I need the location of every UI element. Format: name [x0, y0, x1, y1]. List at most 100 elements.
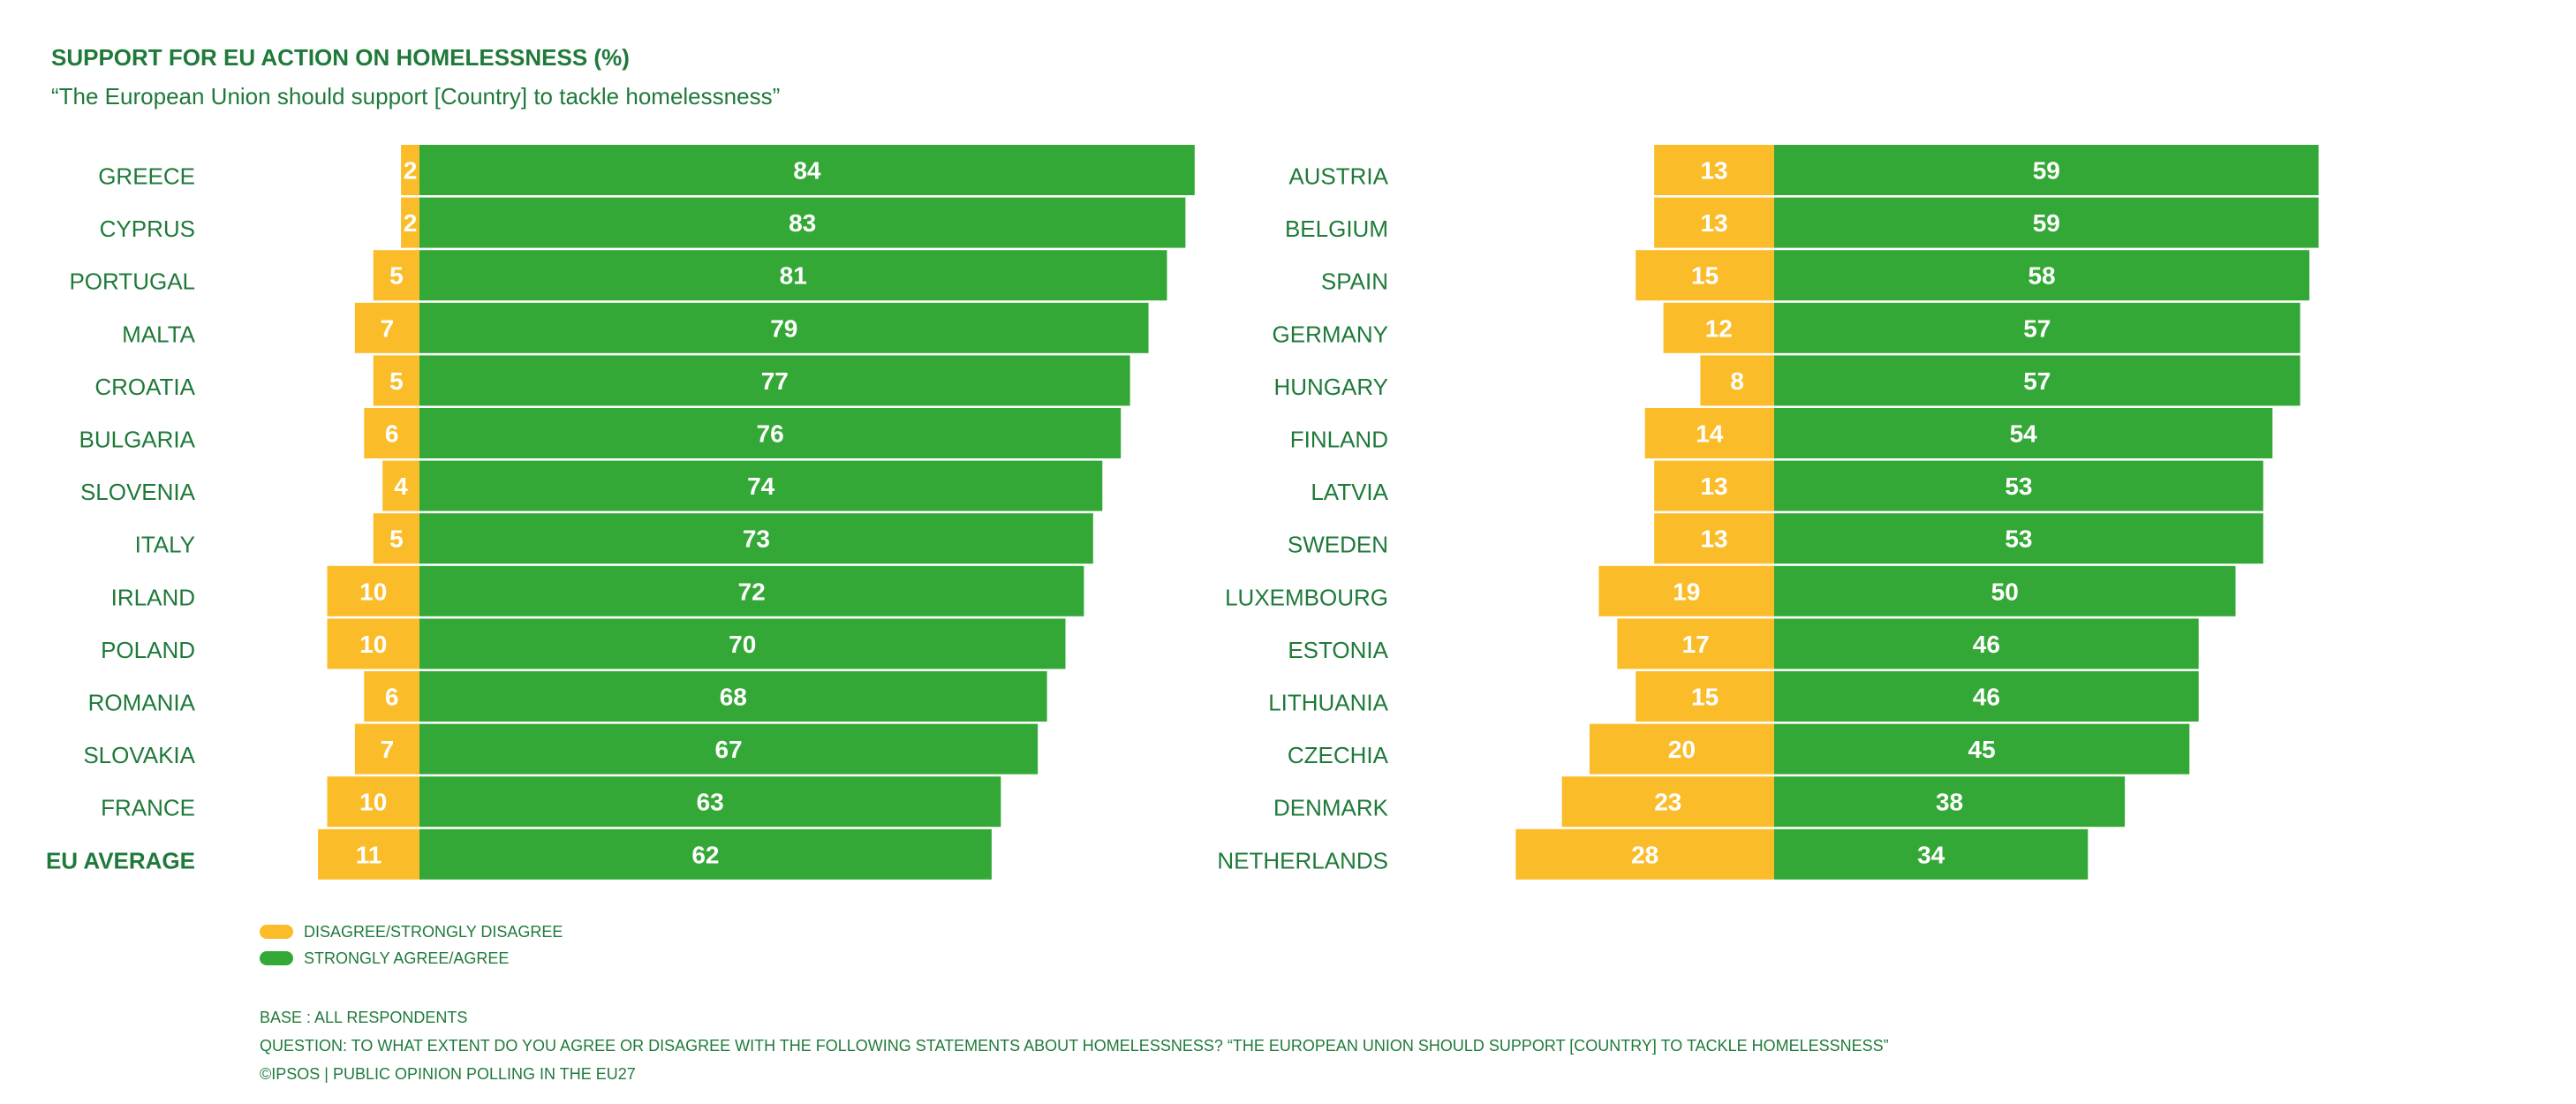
bar-row-poland: POLAND 10 70 [101, 618, 1066, 669]
bar-disagree-italy [373, 513, 419, 564]
bar-agree-hungary [1774, 355, 2300, 406]
country-label-lithuania: LITHUANIA [1268, 690, 1388, 716]
bar-agree-czechia [1774, 723, 2190, 775]
bar-agree-austria [1774, 145, 2319, 195]
bar-agree-lithuania [1774, 671, 2199, 722]
bar-disagree-croatia [373, 355, 419, 406]
bar-agree-romania [419, 671, 1047, 722]
bar-row-greece: GREECE 2 84 [98, 145, 1195, 195]
country-label-italy: ITALY [135, 532, 195, 558]
bar-disagree-eu-average [318, 828, 419, 880]
bar-row-slovakia: SLOVAKIA 7 67 [83, 723, 1039, 775]
value-disagree-eu-average: 11 [356, 841, 382, 868]
value-agree-poland: 70 [729, 631, 756, 658]
legend: DISAGREE/STRONGLY DISAGREE STRONGLY AGRE… [260, 919, 563, 972]
bar-row-germany: GERMANY 12 57 [1273, 302, 2300, 353]
country-label-irland: IRLAND [111, 584, 195, 610]
bar-disagree-malta [354, 302, 419, 353]
bar-row-czechia: CZECHIA 20 45 [1288, 723, 2190, 775]
legend-item-disagree: DISAGREE/STRONGLY DISAGREE [260, 919, 563, 945]
chart-subtitle: “The European Union should support [Coun… [51, 83, 781, 110]
bar-row-irland: IRLAND 10 72 [111, 565, 1084, 616]
value-agree-eu-average: 62 [691, 841, 719, 868]
bar-disagree-bulgaria [364, 408, 419, 458]
bar-row-latvia: LATVIA 13 53 [1311, 460, 2263, 511]
value-agree-irland: 72 [738, 578, 766, 605]
bar-row-lithuania: LITHUANIA 15 46 [1268, 671, 2199, 722]
bar-agree-denmark [1774, 776, 2126, 828]
value-disagree-france: 10 [359, 789, 387, 816]
value-agree-austria: 59 [2033, 157, 2060, 185]
bar-disagree-sweden [1654, 513, 1774, 564]
footnotes: BASE : ALL RESPONDENTS QUESTION: TO WHAT… [260, 1003, 1889, 1088]
country-label-spain: SPAIN [1321, 268, 1388, 295]
note-base: BASE : ALL RESPONDENTS [260, 1009, 468, 1026]
bar-agree-irland [419, 565, 1084, 616]
bar-disagree-greece [401, 145, 419, 195]
bar-agree-italy [419, 513, 1093, 564]
legend-item-agree: STRONGLY AGREE/AGREE [260, 945, 563, 972]
value-agree-denmark: 38 [1936, 789, 1963, 816]
country-label-estonia: ESTONIA [1288, 637, 1388, 663]
bar-agree-slovenia [419, 460, 1103, 511]
value-agree-luxembourg: 50 [1991, 578, 2019, 605]
bar-disagree-slovakia [354, 723, 419, 775]
value-disagree-slovenia: 4 [394, 473, 408, 500]
bar-agree-belgium [1774, 197, 2319, 248]
value-agree-portugal: 81 [780, 262, 807, 290]
bar-agree-luxembourg [1774, 565, 2236, 616]
value-disagree-cyprus: 2 [404, 209, 418, 237]
value-agree-spain: 58 [2028, 262, 2055, 290]
bar-row-hungary: HUNGARY 8 57 [1273, 355, 2300, 406]
country-label-croatia: CROATIA [94, 374, 195, 400]
country-label-finland: FINLAND [1290, 427, 1388, 453]
country-label-slovenia: SLOVENIA [80, 479, 196, 505]
country-label-greece: GREECE [98, 163, 195, 190]
note-question: QUESTION: TO WHAT EXTENT DO YOU AGREE OR… [260, 1037, 1889, 1055]
bar-row-belgium: BELGIUM 13 59 [1285, 197, 2319, 248]
bar-disagree-germany [1663, 302, 1774, 353]
bar-agree-finland [1774, 408, 2273, 458]
value-agree-czechia: 45 [1968, 736, 1996, 763]
value-agree-france: 63 [697, 789, 724, 816]
country-label-sweden: SWEDEN [1288, 532, 1388, 558]
bar-row-spain: SPAIN 15 58 [1321, 250, 2310, 301]
bar-disagree-finland [1644, 408, 1774, 458]
bar-agree-slovakia [419, 723, 1039, 775]
bar-disagree-spain [1635, 250, 1774, 301]
bar-agree-croatia [419, 355, 1130, 406]
bar-row-luxembourg: LUXEMBOURG 19 50 [1225, 565, 2236, 616]
legend-swatch-agree [260, 951, 293, 965]
value-disagree-belgium: 13 [1700, 209, 1727, 237]
bar-row-cyprus: CYPRUS 2 83 [100, 197, 1186, 248]
bar-disagree-denmark [1561, 776, 1774, 828]
value-agree-cyprus: 83 [789, 209, 816, 237]
value-disagree-finland: 14 [1696, 420, 1724, 448]
value-agree-latvia: 53 [2005, 473, 2032, 500]
value-agree-romania: 68 [720, 684, 747, 711]
bar-row-bulgaria: BULGARIA 6 76 [79, 408, 1122, 458]
bar-disagree-netherlands [1515, 828, 1774, 880]
country-label-germany: GERMANY [1273, 321, 1388, 347]
value-disagree-romania: 6 [385, 684, 399, 711]
value-agree-finland: 54 [2010, 420, 2038, 448]
value-disagree-netherlands: 28 [1631, 841, 1658, 868]
value-agree-slovenia: 74 [747, 473, 775, 500]
country-label-belgium: BELGIUM [1285, 216, 1388, 242]
value-disagree-austria: 13 [1700, 157, 1727, 185]
country-label-romania: ROMANIA [88, 690, 196, 716]
country-label-poland: POLAND [101, 637, 195, 663]
bar-disagree-hungary [1700, 355, 1774, 406]
value-disagree-slovakia: 7 [381, 736, 395, 763]
country-label-czechia: CZECHIA [1288, 742, 1389, 768]
country-label-luxembourg: LUXEMBOURG [1225, 584, 1388, 610]
country-label-denmark: DENMARK [1273, 795, 1389, 821]
bar-row-austria: AUSTRIA 13 59 [1288, 145, 2319, 195]
country-label-hungary: HUNGARY [1273, 374, 1388, 400]
bar-row-finland: FINLAND 14 54 [1290, 408, 2273, 458]
country-label-eu-average: EU AVERAGE [46, 847, 195, 873]
country-label-slovakia: SLOVAKIA [83, 742, 195, 768]
value-agree-malta: 79 [770, 314, 797, 342]
bar-agree-netherlands [1774, 828, 2089, 880]
